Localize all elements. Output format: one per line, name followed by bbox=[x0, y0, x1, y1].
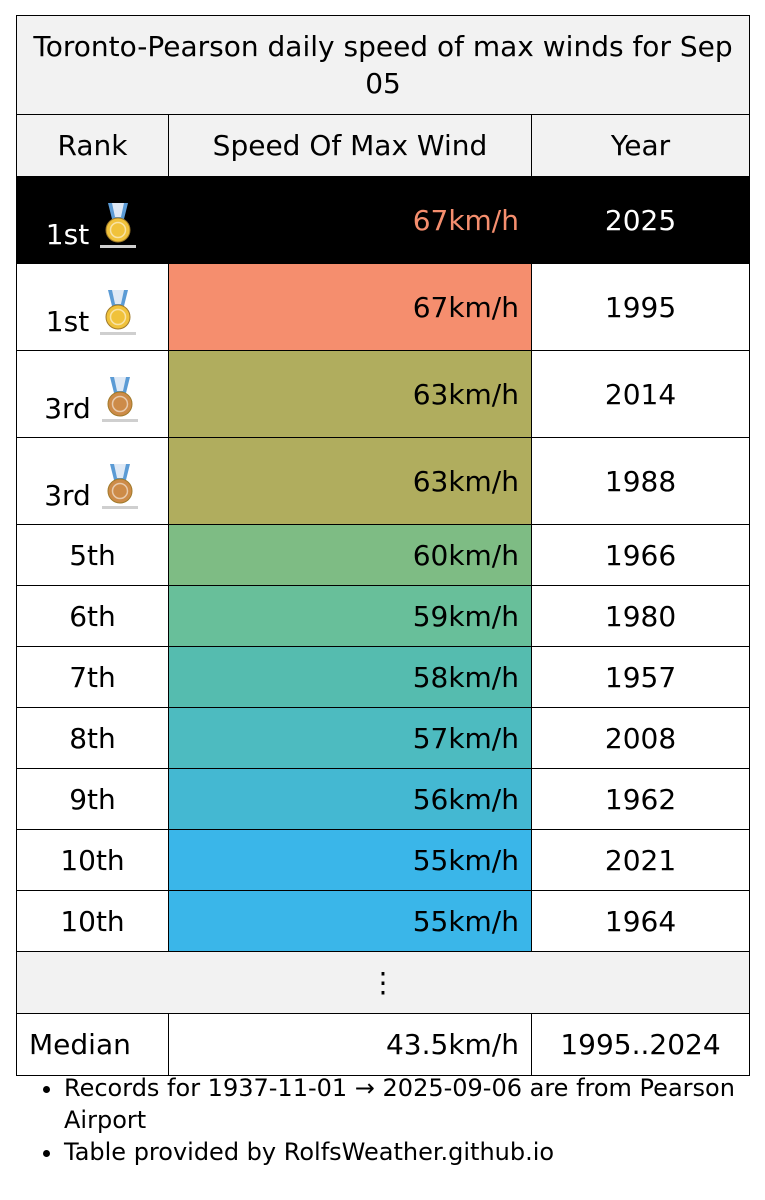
ellipsis-row: ⋮ bbox=[15, 951, 751, 1014]
table-row: 6th 59km/h 1980 bbox=[16, 585, 751, 647]
speed-cell: 55km/h bbox=[168, 829, 532, 891]
rank-cell: 7th bbox=[16, 646, 169, 708]
rank-cell: 3rd bbox=[16, 437, 169, 525]
rank-cell: 10th bbox=[16, 829, 169, 891]
table-row: 3rd 63km/h 2014 bbox=[16, 350, 751, 438]
year-cell: 2025 bbox=[530, 176, 751, 264]
year-cell: 2008 bbox=[530, 707, 751, 769]
speed-cell: 67km/h bbox=[168, 176, 532, 264]
median-year-range: 1995..2024 bbox=[530, 1013, 751, 1076]
year-cell: 1988 bbox=[530, 437, 751, 525]
note-source: Records for 1937-11-01 → 2025-09-06 are … bbox=[64, 1072, 764, 1136]
rank-label: 1st bbox=[45, 305, 90, 338]
speed-cell: 57km/h bbox=[168, 707, 532, 769]
year-cell: 2021 bbox=[530, 829, 751, 891]
year-cell: 1964 bbox=[530, 890, 751, 952]
speed-cell: 60km/h bbox=[168, 524, 532, 586]
header-speed: Speed Of Max Wind bbox=[168, 114, 532, 177]
speed-cell: 59km/h bbox=[168, 585, 532, 647]
table-title: Toronto-Pearson daily speed of max winds… bbox=[15, 15, 751, 115]
year-cell: 1957 bbox=[530, 646, 751, 708]
table-row: 8th 57km/h 2008 bbox=[16, 707, 751, 769]
rank-cell: 3rd bbox=[16, 350, 169, 438]
gold-medal-icon bbox=[97, 201, 139, 251]
median-row: Median 43.5km/h 1995..2024 bbox=[16, 1013, 751, 1076]
table-row: 1st 67km/h 2025 bbox=[16, 176, 751, 264]
header-year: Year bbox=[530, 114, 751, 177]
rank-cell: 6th bbox=[16, 585, 169, 647]
year-cell: 1966 bbox=[530, 524, 751, 586]
year-cell: 1995 bbox=[530, 263, 751, 351]
rank-label: 1st bbox=[45, 218, 90, 251]
records-table: Toronto-Pearson daily speed of max winds… bbox=[15, 15, 751, 1076]
speed-cell: 58km/h bbox=[168, 646, 532, 708]
median-label: Median bbox=[16, 1013, 169, 1076]
rank-cell: 10th bbox=[16, 890, 169, 952]
table-row: 3rd 63km/h 1988 bbox=[16, 437, 751, 525]
rank-label: 3rd bbox=[44, 392, 91, 425]
year-cell: 2014 bbox=[530, 350, 751, 438]
rank-label: 3rd bbox=[44, 479, 91, 512]
speed-cell: 55km/h bbox=[168, 890, 532, 952]
bronze-medal-icon bbox=[99, 462, 141, 512]
rank-cell: 5th bbox=[16, 524, 169, 586]
rank-cell: 9th bbox=[16, 768, 169, 830]
notes-list: Records for 1937-11-01 → 2025-09-06 are … bbox=[36, 1072, 764, 1168]
table-row: 9th 56km/h 1962 bbox=[16, 768, 751, 830]
speed-cell: 63km/h bbox=[168, 350, 532, 438]
median-speed: 43.5km/h bbox=[168, 1013, 532, 1076]
table-row: 1st 67km/h 1995 bbox=[16, 263, 751, 351]
table-row: 10th 55km/h 1964 bbox=[16, 890, 751, 952]
gold-medal-icon bbox=[97, 288, 139, 338]
speed-cell: 67km/h bbox=[168, 263, 532, 351]
header-rank: Rank bbox=[16, 114, 169, 177]
rank-cell: 8th bbox=[16, 707, 169, 769]
table-row: 7th 58km/h 1957 bbox=[16, 646, 751, 708]
rank-cell: 1st bbox=[16, 176, 169, 264]
table-row: 5th 60km/h 1966 bbox=[16, 524, 751, 586]
table-row: 10th 55km/h 2021 bbox=[16, 829, 751, 891]
speed-cell: 56km/h bbox=[168, 768, 532, 830]
year-cell: 1962 bbox=[530, 768, 751, 830]
ellipsis: ⋮ bbox=[15, 951, 751, 1014]
rank-cell: 1st bbox=[16, 263, 169, 351]
year-cell: 1980 bbox=[530, 585, 751, 647]
speed-cell: 63km/h bbox=[168, 437, 532, 525]
note-provider: Table provided by RolfsWeather.github.io bbox=[64, 1136, 764, 1168]
bronze-medal-icon bbox=[99, 375, 141, 425]
